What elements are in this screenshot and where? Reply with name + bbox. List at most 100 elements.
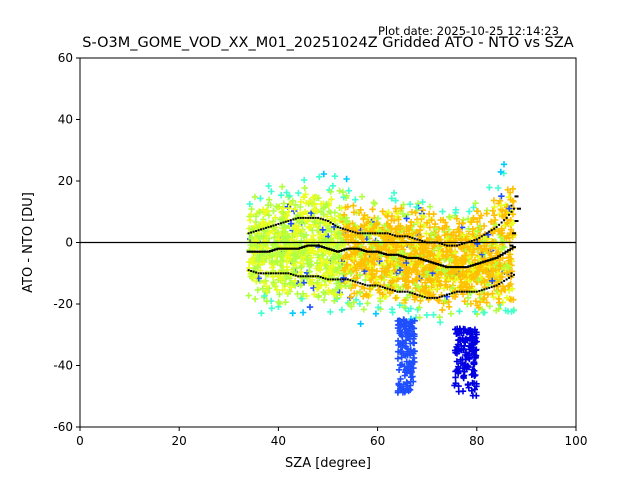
data-point: [474, 228, 481, 235]
mean-marker: [462, 266, 467, 269]
data-point: [396, 267, 404, 274]
data-point: [317, 266, 324, 274]
data-point: [461, 361, 468, 368]
data-point: [328, 215, 335, 223]
plus-std-marker: [443, 243, 446, 246]
data-point: [368, 258, 376, 265]
plus-std-marker: [493, 227, 496, 230]
minus-std-marker: [438, 296, 441, 299]
data-point: [397, 222, 404, 230]
plus-std-marker: [446, 244, 448, 247]
data-point: [452, 326, 459, 333]
data-point: [362, 290, 370, 298]
mean-marker: [318, 245, 323, 248]
data-point: [497, 230, 505, 237]
mean-marker: [464, 266, 469, 269]
data-point: [350, 299, 357, 306]
data-point: [260, 279, 268, 286]
plus-std-marker: [297, 216, 300, 219]
data-point: [409, 330, 417, 337]
mean-marker: [343, 248, 348, 251]
data-point: [414, 243, 421, 250]
data-point: [395, 216, 402, 223]
data-point: [345, 187, 352, 194]
mean-marker: [353, 247, 358, 250]
minus-std-marker: [250, 269, 253, 272]
plus-std-marker: [329, 221, 332, 224]
data-point: [397, 361, 404, 369]
data-point: [430, 291, 437, 298]
mean-marker: [251, 250, 256, 253]
minus-std-marker: [376, 284, 379, 287]
data-point: [361, 255, 368, 262]
data-point: [478, 306, 486, 313]
data-point: [446, 246, 453, 254]
mean-marker: [370, 250, 375, 253]
data-point: [294, 290, 301, 298]
data-point: [353, 267, 360, 274]
data-point: [279, 286, 286, 294]
data-point: [253, 243, 261, 250]
data-point: [310, 206, 318, 214]
data-point: [370, 199, 377, 206]
plus-std-marker: [503, 219, 506, 222]
data-point: [338, 306, 346, 313]
data-point: [285, 193, 292, 201]
minus-std-marker: [374, 284, 377, 287]
data-point: [257, 222, 265, 229]
data-point: [483, 299, 490, 306]
data-point: [281, 222, 288, 229]
plus-std-marker: [389, 233, 391, 235]
data-point: [289, 310, 296, 317]
data-point: [422, 279, 429, 286]
minus-std-marker: [510, 275, 513, 278]
data-point: [275, 298, 282, 306]
minus-std-marker: [488, 286, 491, 289]
mean-marker: [499, 253, 504, 256]
minus-std-marker: [260, 272, 262, 275]
mean-marker: [293, 247, 298, 250]
plus-std-marker: [312, 216, 315, 219]
data-point: [332, 217, 339, 224]
data-point: [245, 292, 252, 299]
data-point: [510, 296, 517, 303]
x-tick-label: 40: [271, 434, 286, 448]
plus-std-marker: [346, 229, 349, 232]
data-point: [506, 205, 513, 212]
plus-std-marker: [416, 238, 419, 241]
plus-std-marker: [451, 244, 453, 247]
data-point: [299, 290, 307, 297]
data-point: [480, 309, 487, 316]
data-point: [335, 231, 342, 238]
minus-std-marker: [495, 284, 498, 287]
data-point: [434, 253, 441, 260]
mean-marker: [281, 247, 286, 250]
data-point: [283, 189, 290, 196]
data-point: [400, 381, 407, 388]
data-point: [342, 282, 349, 289]
plus-std-marker: [332, 223, 334, 225]
data-point: [470, 204, 477, 211]
data-point: [327, 188, 334, 195]
data-point: [269, 264, 276, 271]
data-point: [339, 238, 346, 245]
data-point: [306, 198, 313, 205]
plus-std-marker: [423, 240, 426, 243]
minus-std-marker: [441, 295, 444, 298]
data-point: [500, 213, 508, 220]
data-point: [495, 184, 502, 192]
plus-std-marker: [252, 230, 255, 233]
data-point: [266, 196, 273, 203]
data-point: [469, 266, 477, 273]
data-point: [344, 233, 351, 241]
data-point: [466, 208, 473, 215]
minus-std-marker: [413, 293, 416, 295]
data-point: [485, 281, 492, 288]
data-point: [496, 197, 504, 204]
plus-std-marker: [309, 216, 312, 219]
plus-std-marker: [500, 221, 503, 224]
data-point: [452, 209, 459, 216]
plus-std-marker: [403, 235, 406, 238]
data-point: [509, 185, 517, 192]
data-point: [392, 294, 399, 302]
